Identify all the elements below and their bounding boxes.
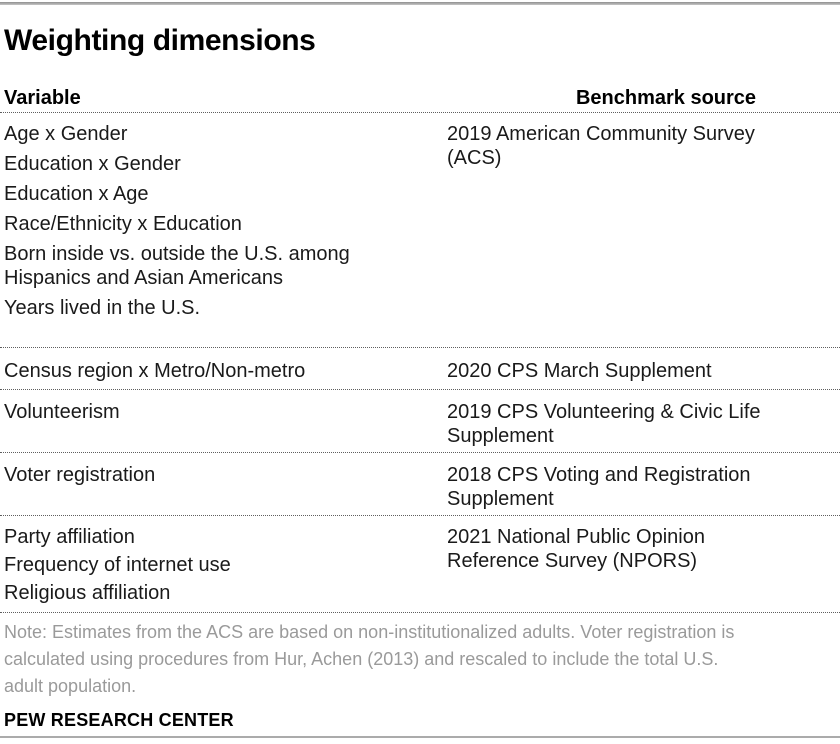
top-rule <box>0 2 840 5</box>
table-row: Age x Gender Education x Gender Educatio… <box>0 113 840 347</box>
benchmark-source-cell: 2019 American Community Survey (ACS) <box>447 123 755 169</box>
variable-cell: Party affiliation Frequency of internet … <box>0 525 447 605</box>
variable-cell: Voter registration <box>0 463 447 511</box>
variable-item: Party affiliation <box>4 526 135 548</box>
variable-item: Census region x Metro/Non-metro <box>4 360 306 382</box>
footer-brand: PEW RESEARCH CENTER <box>4 710 234 730</box>
benchmark-source-cell: 2018 CPS Voting and Registration Supplem… <box>447 464 751 510</box>
variable-item: Education x Age <box>4 183 149 205</box>
variable-item: Years lived in the U.S. <box>4 297 201 319</box>
variable-item: Voter registration <box>4 464 156 486</box>
variable-cell: Census region x Metro/Non-metro <box>0 359 447 383</box>
benchmark-source-cell: 2019 CPS Volunteering & Civic Life Suppl… <box>447 401 761 447</box>
benchmark-source-cell: 2021 National Public Opinion Reference S… <box>447 526 705 572</box>
table-row: Voter registration 2018 CPS Voting and R… <box>0 452 840 515</box>
table-row: Volunteerism 2019 CPS Volunteering & Civ… <box>0 389 840 452</box>
column-header-variable: Variable <box>4 87 81 109</box>
table-header-row: Variable Benchmark source <box>0 85 840 113</box>
variable-cell: Volunteerism <box>0 400 447 448</box>
bottom-rule <box>0 736 840 738</box>
variable-item: Religious affiliation <box>4 582 171 604</box>
column-header-benchmark-source: Benchmark source <box>575 87 757 109</box>
table-row: Party affiliation Frequency of internet … <box>0 515 840 612</box>
variable-item: Education x Gender <box>4 153 181 175</box>
variable-item: Race/Ethnicity x Education <box>4 213 242 235</box>
weighting-dimensions-table: Variable Benchmark source Age x Gender E… <box>0 85 840 612</box>
variable-item: Frequency of internet use <box>4 554 231 576</box>
variable-item: Volunteerism <box>4 401 120 423</box>
table-row: Census region x Metro/Non-metro 2020 CPS… <box>0 347 840 389</box>
page-title: Weighting dimensions <box>4 24 316 57</box>
benchmark-source-cell: 2020 CPS March Supplement <box>447 360 712 382</box>
note-text: Note: Estimates from the ACS are based o… <box>0 612 840 700</box>
variable-item: Born inside vs. outside the U.S. among H… <box>4 243 350 289</box>
variable-cell: Age x Gender Education x Gender Educatio… <box>0 122 447 320</box>
variable-item: Age x Gender <box>4 123 128 145</box>
